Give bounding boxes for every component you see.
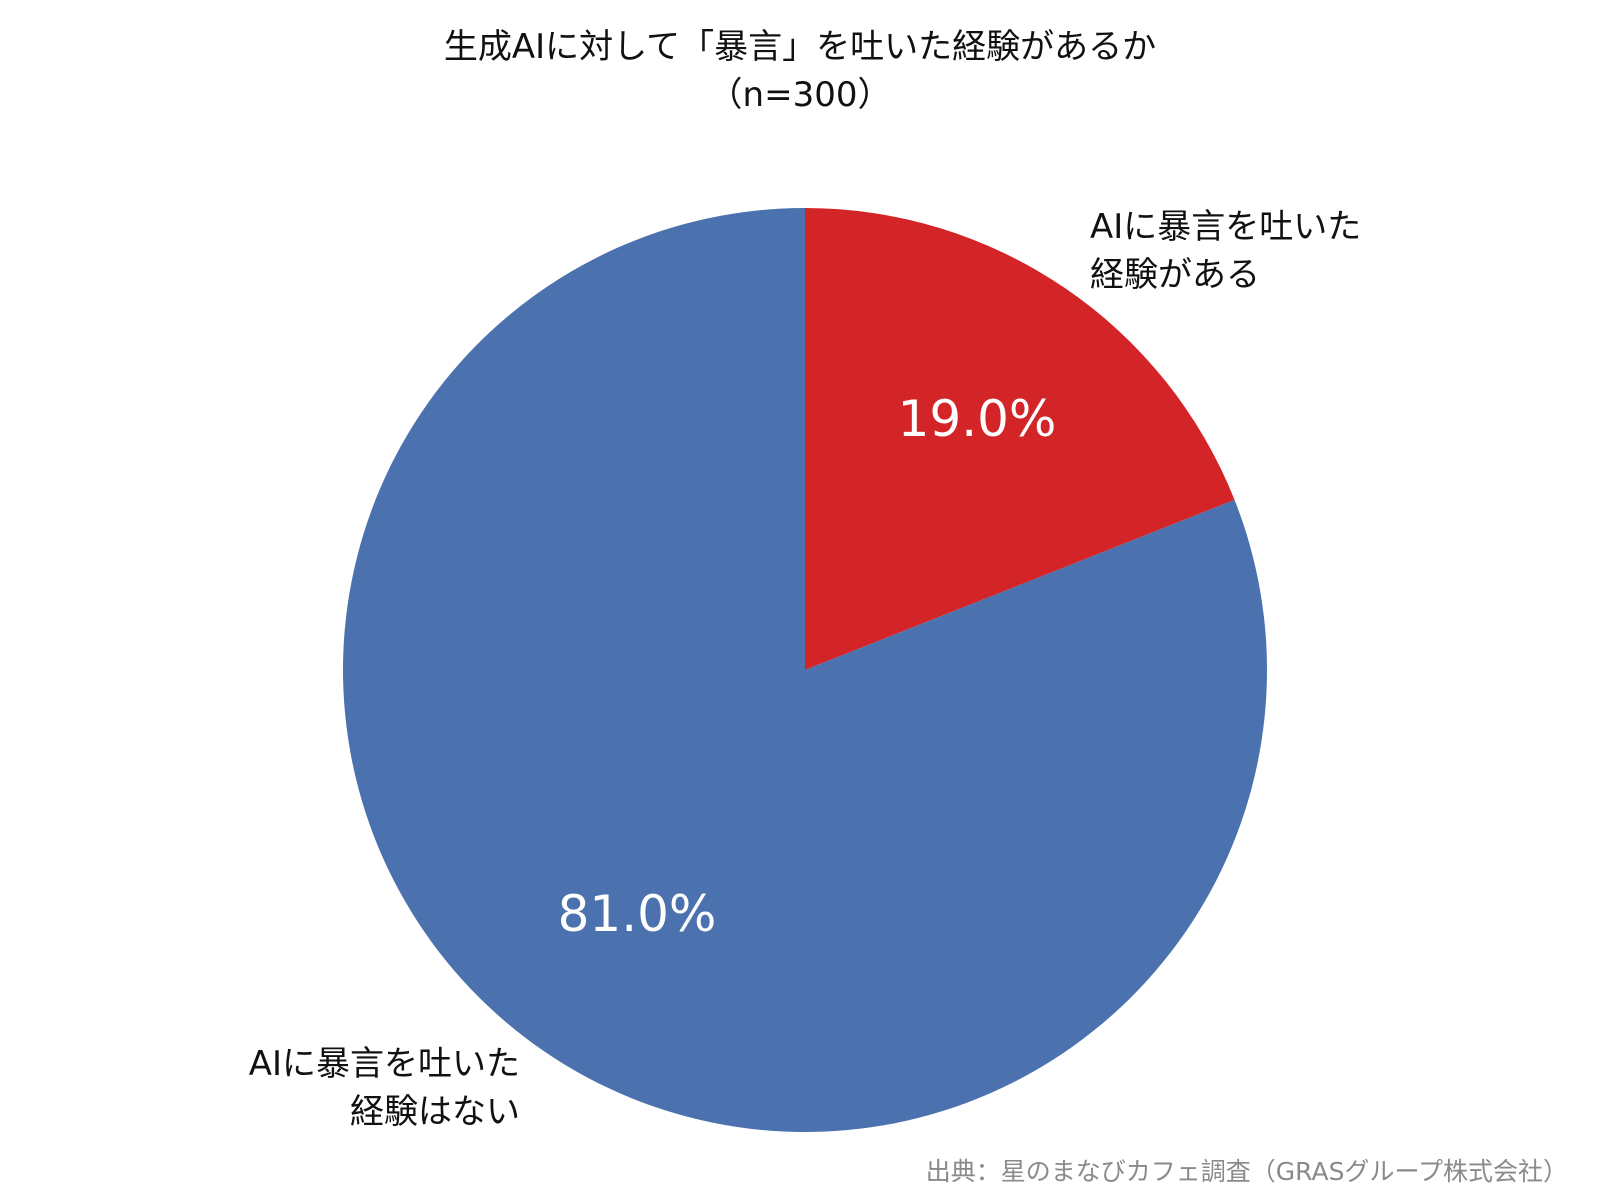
- pie-slice-no: [343, 208, 1268, 1132]
- source-note: 出典：星のまなびカフェ調査（GRASグループ株式会社）: [926, 1157, 1568, 1186]
- chart-title: 生成AIに対して「暴言」を吐いた経験があるか: [444, 27, 1156, 67]
- chart-subtitle: （n=300）: [709, 75, 892, 115]
- category-label-yes-line1: AIに暴言を吐いた: [1090, 207, 1361, 247]
- slice-value-label-yes: 19.0%: [898, 390, 1057, 448]
- category-label-yes-line2: 経験がある: [1090, 255, 1260, 295]
- category-label-no-line2: 経験はない: [350, 1092, 520, 1132]
- category-label-no-line1: AIに暴言を吐いた: [249, 1044, 520, 1084]
- slice-value-label-no: 81.0%: [558, 885, 717, 943]
- pie-slice-yes: [805, 208, 1235, 670]
- pie-slices: [343, 208, 1268, 1132]
